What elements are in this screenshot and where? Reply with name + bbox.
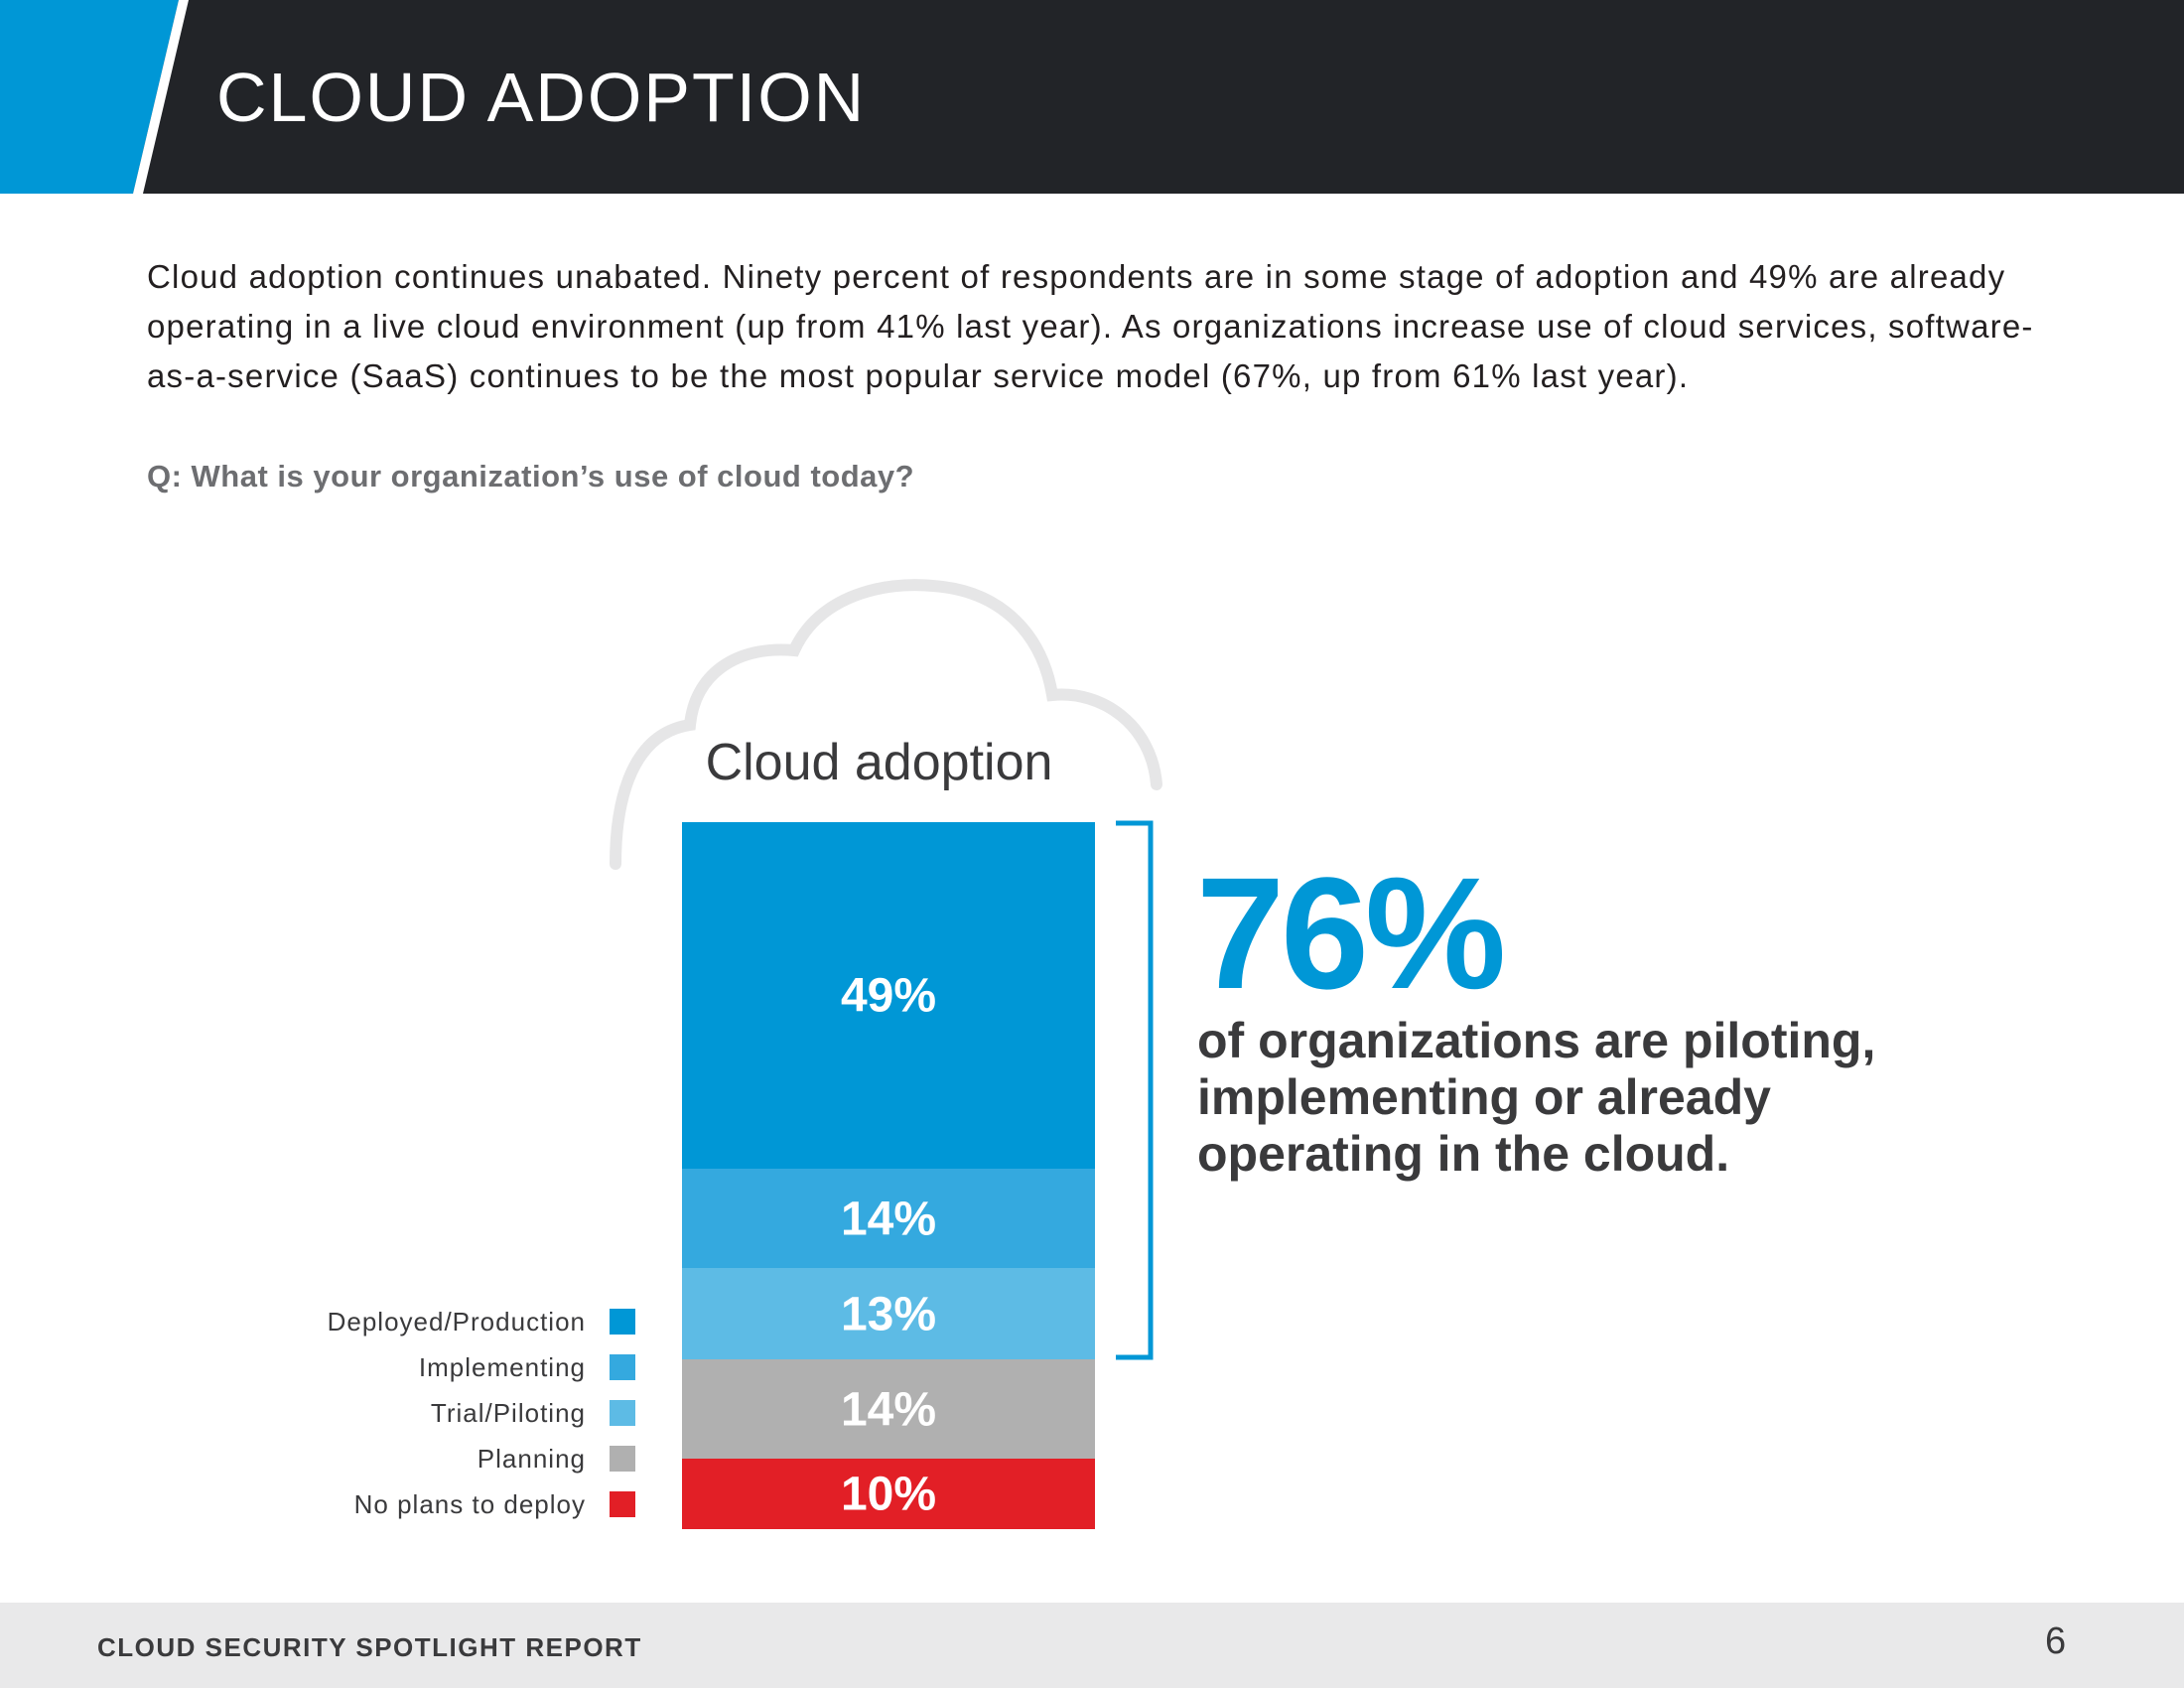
- footer-title: CLOUD SECURITY SPOTLIGHT REPORT: [97, 1632, 642, 1662]
- legend-item: No plans to deploy: [354, 1489, 635, 1519]
- legend-item: Trial/Piloting: [431, 1398, 635, 1428]
- legend-swatch: [610, 1446, 635, 1472]
- bar-data-label: 49%: [840, 969, 937, 1023]
- bar-data-label: 13%: [840, 1288, 937, 1341]
- legend-label: Deployed/Production: [327, 1306, 586, 1336]
- intro-paragraph: Cloud adoption continues unabated. Ninet…: [147, 258, 2034, 394]
- survey-question: Q: What is your organization’s use of cl…: [147, 459, 915, 493]
- bar-data-label: 10%: [840, 1468, 937, 1521]
- legend-swatch: [610, 1309, 635, 1335]
- bar-segment-no-plans-to-deploy: 10%: [682, 1458, 1095, 1529]
- header-bar: [0, 0, 2184, 194]
- legend-item: Implementing: [419, 1352, 635, 1382]
- legend-swatch: [610, 1354, 635, 1380]
- footer-bar: [0, 1603, 2184, 1688]
- legend-item: Planning: [478, 1444, 635, 1474]
- chart-title: Cloud adoption: [705, 734, 1053, 791]
- page-title: CLOUD ADOPTION: [216, 59, 867, 136]
- bar-segment-deployed-production: 49%: [682, 822, 1095, 1169]
- stacked-bar: 49% 14% 13% 14% 10%: [682, 822, 1095, 1529]
- cloud-icon: [610, 579, 1162, 870]
- bar-segment-implementing: 14%: [682, 1168, 1095, 1268]
- callout-value: 76%: [1196, 844, 1506, 1022]
- bar-segment-planning: 14%: [682, 1359, 1095, 1459]
- bracket-indicator: [1116, 820, 1154, 1360]
- callout-text: of organizations are piloting, implement…: [1197, 1013, 1876, 1182]
- header-accent-stripe: [0, 0, 189, 194]
- legend-item: Deployed/Production: [328, 1307, 635, 1336]
- legend-label: Implementing: [418, 1351, 586, 1382]
- page-number: 6: [2045, 1620, 2067, 1662]
- legend-label: Planning: [477, 1443, 586, 1474]
- legend-swatch: [610, 1400, 635, 1426]
- legend-swatch: [610, 1491, 635, 1517]
- legend-label: Trial/Piloting: [430, 1397, 586, 1428]
- legend-label: No plans to deploy: [353, 1488, 586, 1519]
- bar-data-label: 14%: [840, 1383, 937, 1437]
- bar-data-label: 14%: [840, 1193, 937, 1246]
- bar-segment-trial-piloting: 13%: [682, 1267, 1095, 1360]
